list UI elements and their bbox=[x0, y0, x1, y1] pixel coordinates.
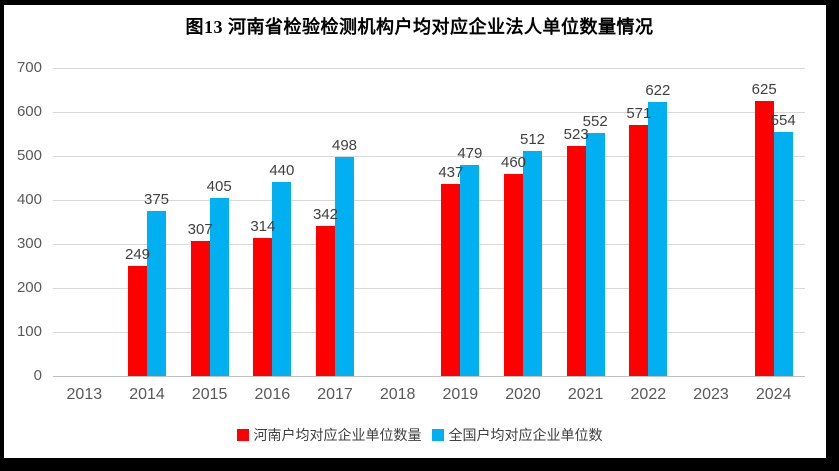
bar-label-henan-2024: 625 bbox=[751, 81, 777, 98]
bar-national-2015 bbox=[209, 197, 229, 376]
gridline bbox=[53, 156, 805, 157]
x-axis-tick-label-2024: 2024 bbox=[755, 386, 792, 403]
frame-border-left bbox=[0, 0, 4, 471]
y-axis-tick-label: 500 bbox=[16, 147, 42, 164]
bar-label-national-2021: 552 bbox=[582, 113, 608, 131]
x-axis-tick-label-2019: 2019 bbox=[442, 386, 479, 403]
bar-label-henan-2022: 571 bbox=[626, 104, 652, 122]
bar-label-national-2019: 479 bbox=[457, 145, 483, 163]
legend-label-national: 全国户均对应企业单位数 bbox=[448, 427, 603, 443]
x-axis-tick-label-2015: 2015 bbox=[191, 386, 228, 403]
y-axis-tick-label: 700 bbox=[16, 59, 42, 76]
y-axis-tick-label: 100 bbox=[16, 323, 42, 340]
bar-henan-2014 bbox=[128, 266, 147, 376]
bar-national-2017 bbox=[335, 156, 354, 376]
x-axis-line bbox=[53, 376, 805, 377]
bar-henan-2015 bbox=[190, 240, 210, 376]
bar-national-2014 bbox=[147, 211, 166, 376]
bar-henan-2021 bbox=[566, 145, 586, 376]
gridline bbox=[53, 332, 805, 333]
bar-national-2024 bbox=[773, 132, 793, 376]
bar-national-2016 bbox=[272, 182, 292, 376]
bar-label-national-2015: 405 bbox=[206, 177, 232, 195]
bar-national-2020 bbox=[523, 150, 542, 376]
bar-label-national-2017: 498 bbox=[331, 136, 358, 154]
legend-swatch-henan-icon bbox=[236, 429, 249, 441]
legend-label-henan: 河南户均对应企业单位数量 bbox=[253, 427, 422, 443]
gridline bbox=[53, 244, 805, 245]
bar-label-national-2016: 440 bbox=[269, 162, 295, 180]
bar-label-henan-2015: 307 bbox=[187, 220, 213, 238]
bar-label-henan-2017: 342 bbox=[312, 205, 339, 223]
bar-henan-2017 bbox=[316, 225, 335, 376]
x-axis-tick-label-2018: 2018 bbox=[379, 386, 416, 403]
bar-henan-2020 bbox=[504, 173, 523, 376]
bar-national-2019 bbox=[460, 165, 480, 376]
x-axis-tick-label-2017: 2017 bbox=[317, 386, 353, 403]
frame-border-bottom bbox=[0, 458, 839, 471]
legend: 河南户均对应企业单位数量 全国户均对应企业单位数 bbox=[0, 425, 839, 445]
bar-national-2021 bbox=[585, 133, 605, 376]
y-axis-tick-label: 600 bbox=[16, 103, 42, 120]
gridline bbox=[53, 68, 805, 69]
y-axis-tick-label: 400 bbox=[16, 191, 42, 208]
bar-label-henan-2020: 460 bbox=[500, 153, 527, 171]
x-axis-tick-label-2016: 2016 bbox=[254, 386, 291, 403]
y-axis-tick-label: 0 bbox=[33, 367, 42, 384]
bar-henan-2022 bbox=[629, 124, 649, 376]
x-axis-tick-label-2020: 2020 bbox=[505, 386, 541, 403]
bar-label-henan-2019: 437 bbox=[438, 163, 464, 181]
y-axis-tick-label: 200 bbox=[16, 279, 42, 296]
chart-title: 图13 河南省检验检测机构户均对应企业法人单位数量情况 bbox=[185, 17, 654, 37]
bar-henan-2019 bbox=[441, 183, 461, 376]
gridline bbox=[53, 200, 805, 201]
legend-item-national: 全国户均对应企业单位数 bbox=[431, 425, 603, 445]
gridline bbox=[53, 112, 805, 113]
x-axis-tick-label-2014: 2014 bbox=[129, 386, 165, 403]
bar-label-national-2022: 622 bbox=[645, 82, 671, 100]
legend-item-henan: 河南户均对应企业单位数量 bbox=[236, 425, 422, 445]
bar-label-national-2024: 554 bbox=[770, 112, 796, 130]
x-axis-tick-label-2013: 2013 bbox=[66, 386, 103, 403]
x-axis-tick-label-2023: 2023 bbox=[693, 386, 729, 403]
legend-swatch-national-icon bbox=[431, 429, 444, 441]
bar-label-henan-2016: 314 bbox=[250, 217, 276, 235]
y-axis-tick-label: 300 bbox=[16, 235, 42, 252]
bar-henan-2024 bbox=[754, 101, 774, 376]
bar-national-2022 bbox=[648, 102, 668, 376]
gridline bbox=[53, 288, 805, 289]
x-axis-tick-label-2022: 2022 bbox=[630, 386, 667, 403]
bar-label-henan-2021: 523 bbox=[563, 125, 589, 143]
x-axis-tick-label-2021: 2021 bbox=[567, 386, 604, 403]
bar-label-henan-2014: 249 bbox=[124, 246, 151, 264]
bar-label-national-2020: 512 bbox=[519, 130, 546, 148]
frame-border-right bbox=[826, 0, 839, 471]
bar-henan-2016 bbox=[253, 237, 273, 376]
bar-label-national-2014: 375 bbox=[143, 191, 170, 208]
frame-border-top bbox=[0, 0, 839, 5]
